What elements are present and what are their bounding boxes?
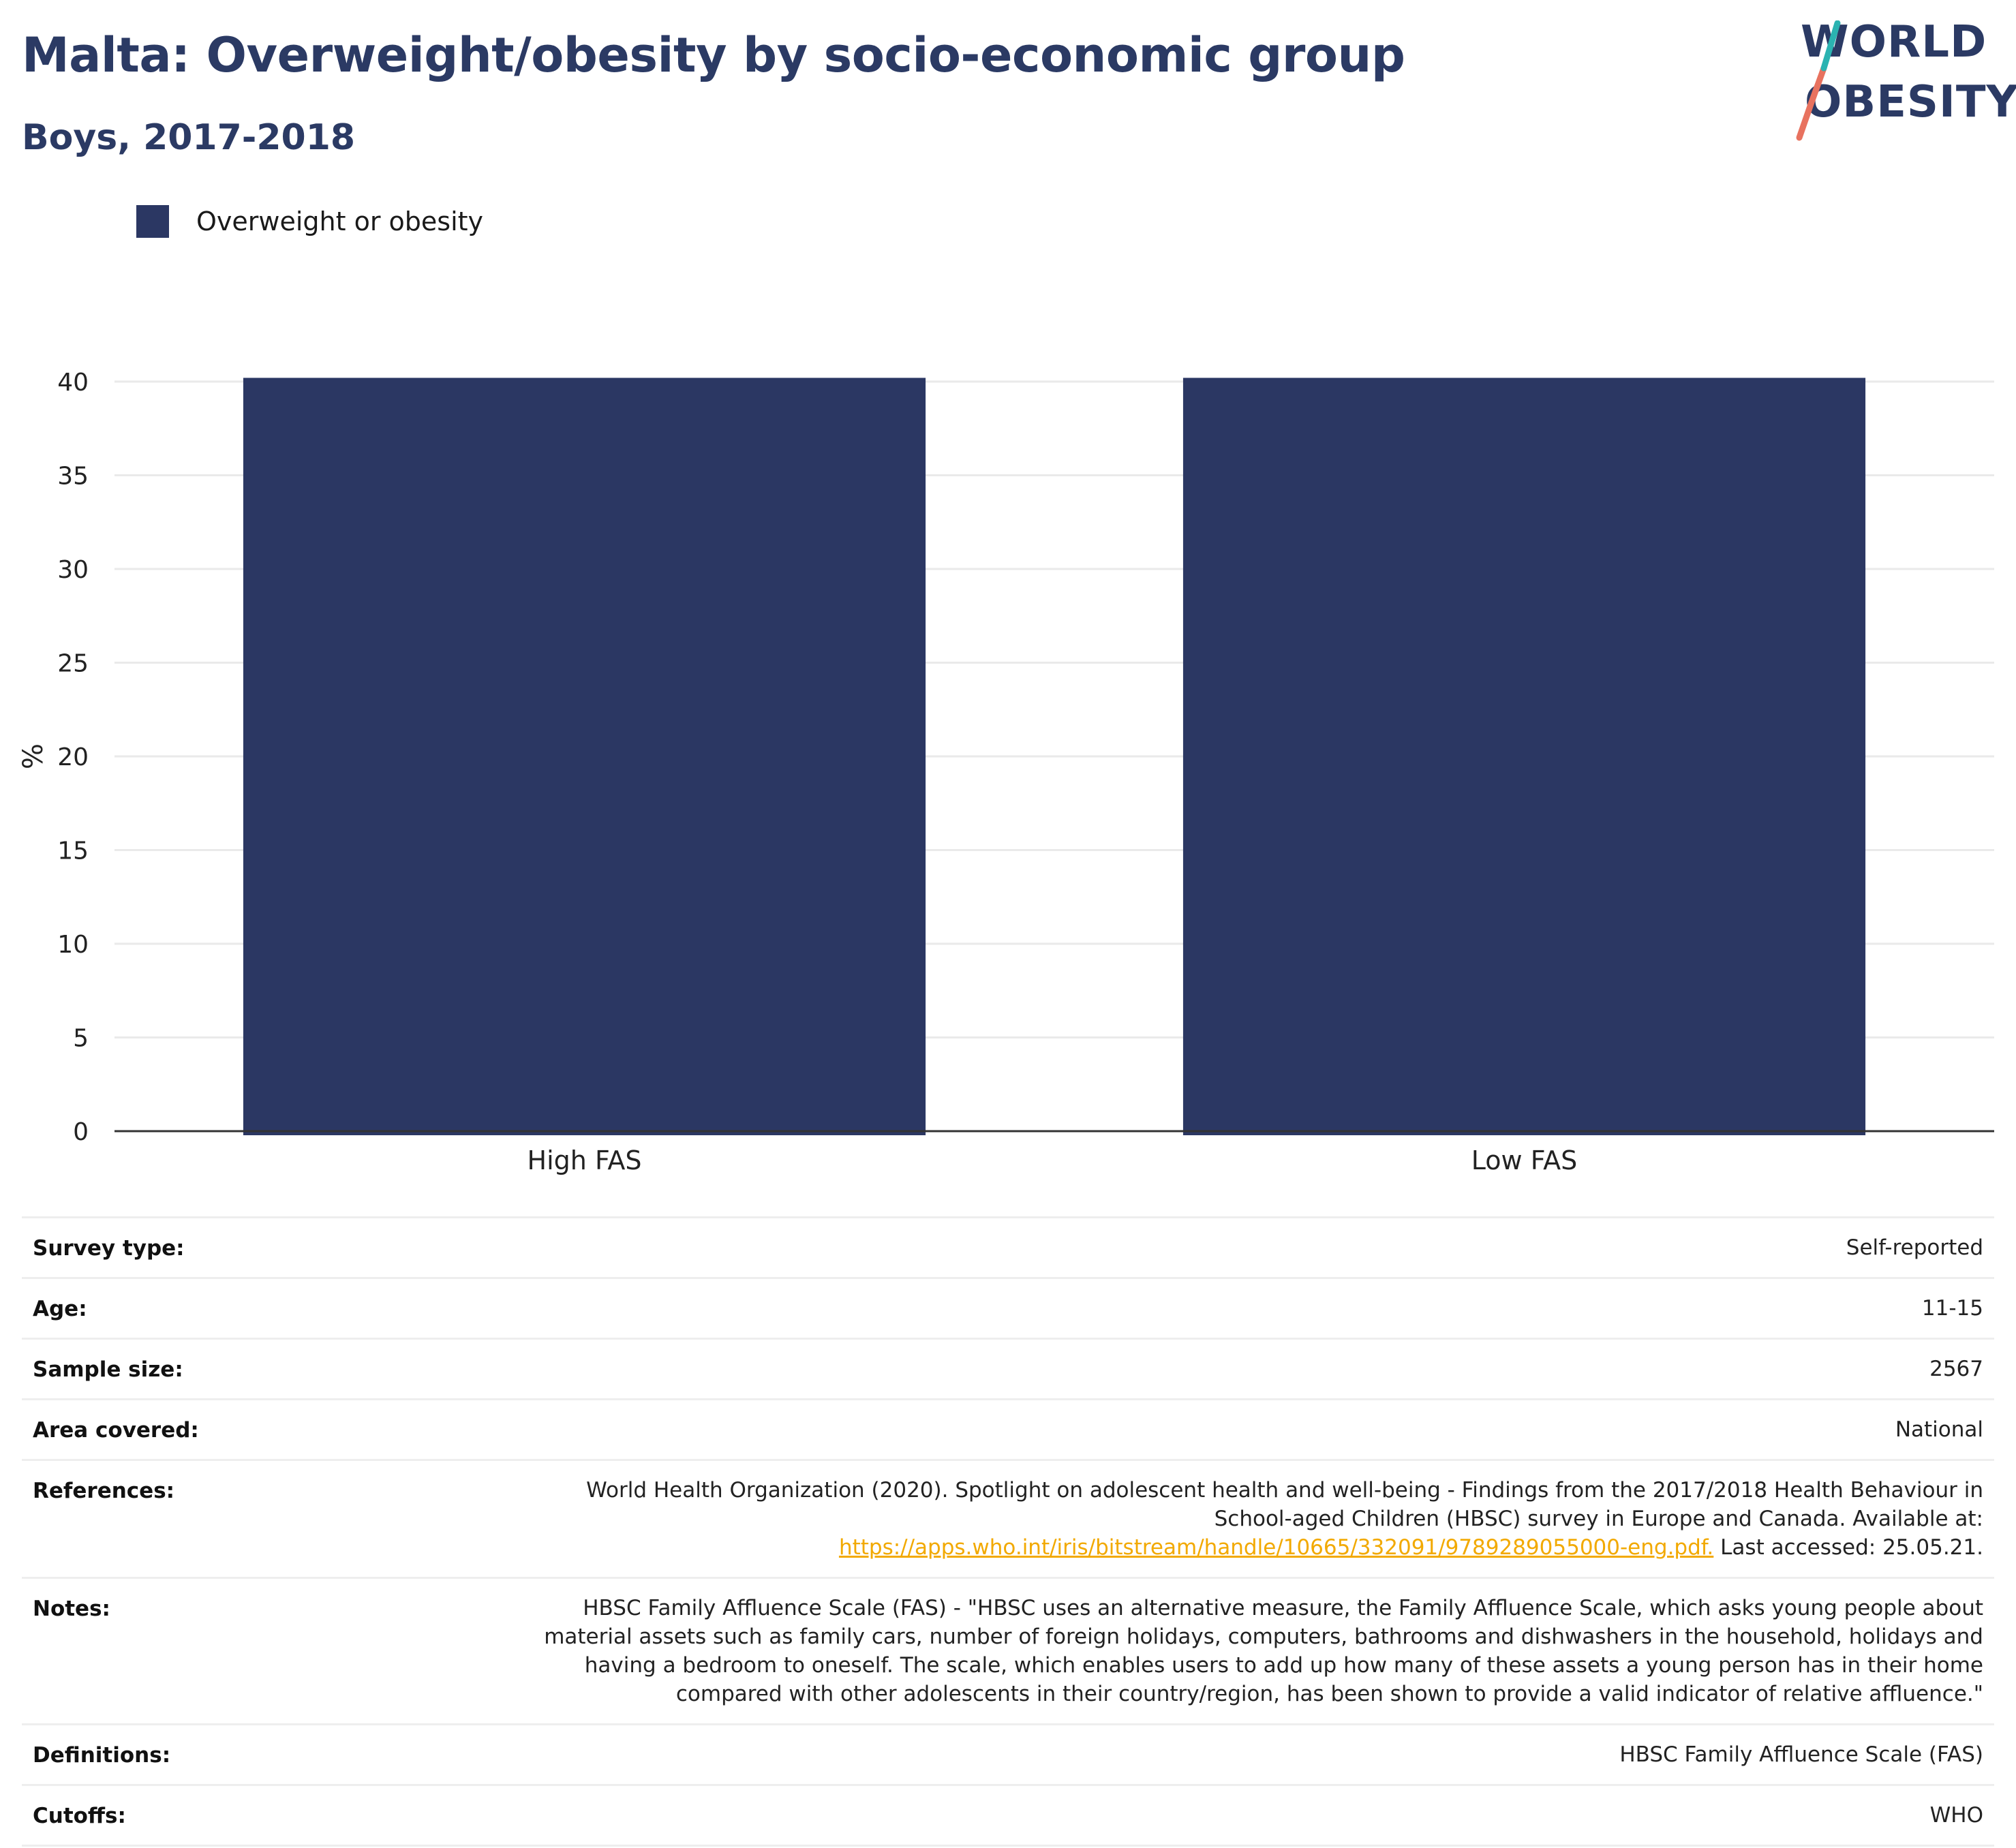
meta-value: 11-15 (1921, 1296, 1983, 1321)
y-tick-label: 5 (73, 1025, 89, 1053)
meta-value: WHO (1929, 1803, 1983, 1828)
meta-value: Self-reported (1846, 1235, 1983, 1260)
y-tick-label: 30 (57, 556, 89, 584)
meta-row-age: Age: 11-15 (22, 1278, 1994, 1339)
meta-row-definitions: Definitions: HBSC Family Affluence Scale… (22, 1724, 1994, 1785)
notes-line: compared with other adolescents in their… (675, 1682, 1983, 1706)
y-tick-label: 10 (57, 931, 89, 959)
y-tick-label: 35 (57, 463, 89, 491)
bar-high-fas (243, 378, 926, 1135)
meta-row-references: References: World Health Organization (2… (22, 1460, 1994, 1578)
world-obesity-logo: WORLD OBESITY (1772, 20, 2016, 150)
meta-label: Definitions: (33, 1743, 171, 1768)
meta-row-sample-size: Sample size: 2567 (22, 1338, 1994, 1400)
y-tick-label: 15 (57, 837, 89, 865)
meta-row-cutoffs: Cutoffs: WHO (22, 1785, 1994, 1846)
meta-label: Area covered: (33, 1418, 199, 1443)
chart-title: Malta: Overweight/obesity by socio-econo… (22, 27, 1405, 83)
logo-text-obesity: OBESITY (1805, 77, 2016, 127)
notes-line: having a bedroom to oneself. The scale, … (584, 1653, 1983, 1678)
y-tick-label: 20 (57, 743, 89, 771)
metadata-table: Survey type: Self-reported Age: 11-15 Sa… (22, 1216, 1994, 1847)
x-tick-label: High FAS (528, 1145, 642, 1175)
reference-accessed: Last accessed: 25.05.21. (1713, 1535, 1983, 1560)
legend-label: Overweight or obesity (196, 206, 484, 236)
meta-label: Sample size: (33, 1357, 183, 1382)
notes-line: material assets such as family cars, num… (544, 1624, 1983, 1649)
reference-link[interactable]: https://apps.who.int/iris/bitstream/hand… (838, 1535, 1714, 1560)
y-axis-label: % (18, 743, 49, 769)
y-tick-label: 25 (57, 650, 89, 678)
meta-label: Cutoffs: (33, 1804, 126, 1828)
chart-legend: Overweight or obesity (136, 204, 483, 238)
notes-line: HBSC Family Affluence Scale (FAS) - "HBS… (583, 1596, 1983, 1620)
meta-label: Notes: (33, 1597, 110, 1621)
reference-line: World Health Organization (2020). Spotli… (586, 1478, 1983, 1503)
logo-slash-icon (1796, 20, 1841, 141)
chart-subtitle: Boys, 2017-2018 (22, 117, 356, 158)
meta-label: Age: (33, 1297, 87, 1321)
meta-row-notes: Notes: HBSC Family Affluence Scale (FAS)… (22, 1577, 1994, 1725)
meta-row-survey-type: Survey type: Self-reported (22, 1217, 1994, 1278)
meta-value: HBSC Family Affluence Scale (FAS) - "HBS… (425, 1578, 1994, 1725)
meta-value: World Health Organization (2020). Spotli… (425, 1460, 1994, 1578)
x-tick-label: Low FAS (1471, 1145, 1577, 1175)
meta-label: Survey type: (33, 1236, 185, 1261)
meta-value: 2567 (1929, 1357, 1983, 1381)
y-tick-label: 40 (57, 369, 89, 397)
meta-row-area-covered: Area covered: National (22, 1399, 1994, 1460)
meta-label: References: (33, 1479, 175, 1503)
reference-line: School-aged Children (HBSC) survey in Eu… (1214, 1507, 1983, 1531)
bar-chart: 0 5 10 15 20 25 30 35 40% High FAS Low FAS (18, 369, 1994, 1175)
y-tick-label: 0 (73, 1118, 89, 1146)
bar-low-fas (1182, 378, 1866, 1135)
meta-value: HBSC Family Affluence Scale (FAS) (1619, 1742, 1983, 1767)
legend-swatch (136, 205, 169, 238)
meta-value: National (1895, 1417, 1983, 1442)
